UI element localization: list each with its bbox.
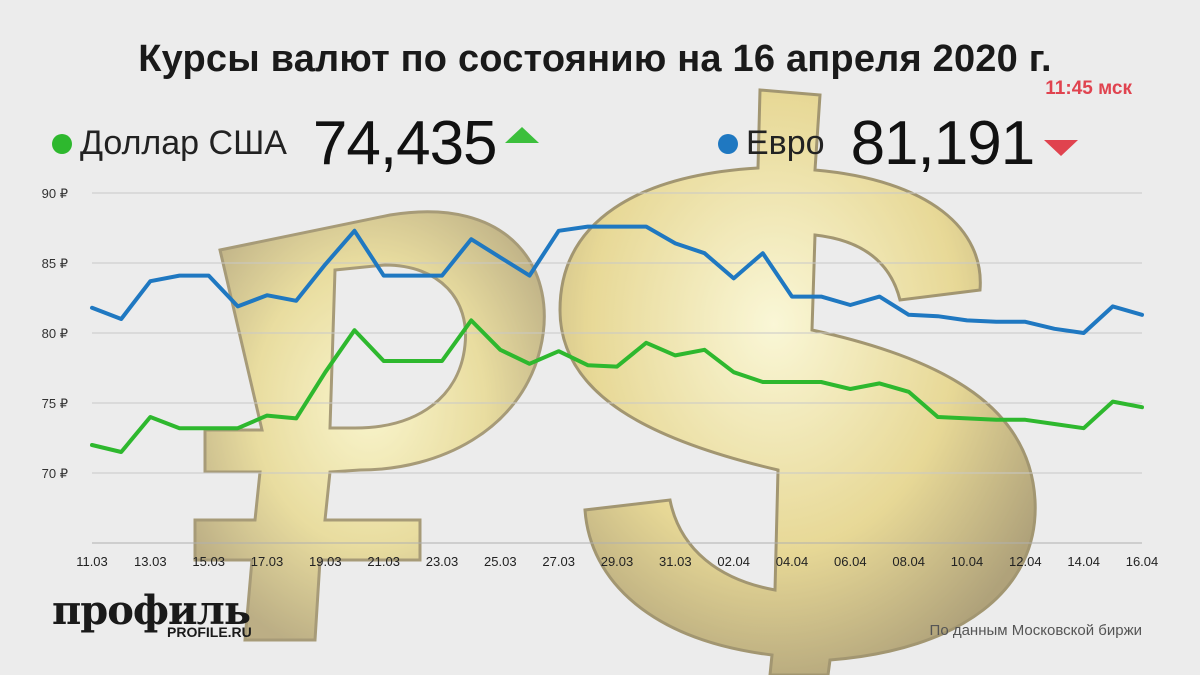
- usd-legend-dot: [52, 133, 72, 154]
- legend-eur: Евро 81,191: [718, 108, 1079, 179]
- chart-series: [90, 224, 1144, 454]
- x-tick-label: 17.03: [251, 554, 284, 569]
- y-tick-label: 85 ₽: [42, 256, 68, 271]
- profile-logo: профиль: [52, 587, 251, 634]
- eur-legend-dot: [718, 133, 738, 154]
- x-tick-label: 10.04: [951, 554, 984, 569]
- source-note: По данным Московской биржи: [929, 622, 1142, 639]
- ruble-sign-icon: [193, 210, 546, 642]
- x-tick-label: 14.04: [1067, 554, 1100, 569]
- x-tick-label: 08.04: [892, 554, 925, 569]
- page-title: Курсы валют по состоянию на 16 апреля 20…: [138, 38, 1052, 80]
- chart-grid: [92, 192, 1142, 544]
- x-tick-label: 23.03: [426, 554, 459, 569]
- x-tick-label: 21.03: [367, 554, 400, 569]
- profile-logo-url: PROFILE.RU: [167, 624, 252, 640]
- usd-rate-value: 74,435: [312, 109, 498, 178]
- x-tick-label: 13.03: [134, 554, 167, 569]
- x-tick-label: 15.03: [192, 554, 225, 569]
- y-tick-label: 90 ₽: [42, 186, 68, 201]
- x-tick-label: 25.03: [484, 554, 517, 569]
- x-tick-label: 12.04: [1009, 554, 1042, 569]
- eur-rate-value: 81,191: [850, 109, 1036, 178]
- usd-series-line: [90, 318, 1144, 454]
- eur-legend-label: Евро: [746, 124, 825, 162]
- y-tick-label: 70 ₽: [42, 466, 68, 481]
- x-tick-label: 31.03: [659, 554, 692, 569]
- x-tick-label: 16.04: [1126, 554, 1159, 569]
- x-tick-label: 04.04: [776, 554, 809, 569]
- x-tick-label: 02.04: [717, 554, 750, 569]
- x-axis-ticks: 11.03 13.03 15.03 17.03 19.03 21.03 23.03 25.03…: [76, 554, 1158, 569]
- y-tick-label: 80 ₽: [42, 326, 68, 341]
- x-tick-label: 27.03: [542, 554, 575, 569]
- y-axis-ticks: 70 ₽ 75 ₽ 80 ₽ 85 ₽ 90 ₽: [42, 186, 68, 481]
- timestamp: 11:45 мск: [1045, 78, 1132, 99]
- x-tick-label: 06.04: [834, 554, 867, 569]
- trend-down-icon: [1044, 139, 1079, 156]
- eur-series-line: [90, 224, 1144, 335]
- y-tick-label: 75 ₽: [42, 396, 68, 411]
- x-tick-label: 11.03: [76, 554, 108, 569]
- usd-legend-label: Доллар США: [80, 124, 287, 162]
- x-tick-label: 29.03: [601, 554, 634, 569]
- trend-up-icon: [504, 126, 539, 143]
- legend-usd: Доллар США 74,435: [52, 108, 539, 179]
- x-tick-label: 19.03: [309, 554, 342, 569]
